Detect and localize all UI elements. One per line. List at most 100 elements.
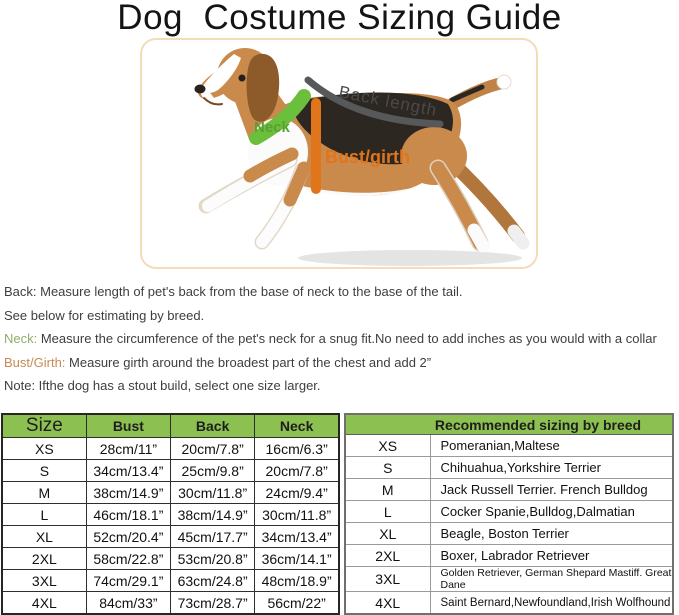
- size-cell: 4XL: [344, 591, 431, 615]
- back-cell: 30cm/11.8”: [169, 481, 256, 504]
- bust-cell: 84cm/33”: [85, 591, 172, 615]
- neck-cell: 20cm/7.8”: [254, 459, 340, 482]
- breed-row-xl: XL Beagle, Boston Terrier: [344, 522, 674, 545]
- size-cell: XS: [344, 434, 431, 457]
- bust-girth-band: [311, 98, 321, 194]
- dog-face-blaze: [200, 54, 241, 93]
- size-cell: 3XL: [1, 569, 87, 592]
- neck-cell: 56cm/22”: [254, 591, 340, 615]
- size-cell: XL: [1, 525, 87, 548]
- column-header-size: Size: [1, 413, 87, 438]
- breeds-cell: Saint Bernard,Newfoundland,Irish Wolfhou…: [429, 591, 674, 615]
- instruction-neck: Neck: Measure the circumference of the p…: [4, 327, 676, 351]
- back-length-line: [304, 76, 444, 128]
- instruction-bust: Bust/Girth: Measure girth around the bro…: [4, 351, 676, 375]
- column-header-back: Back: [169, 413, 256, 438]
- size-cell: S: [1, 459, 87, 482]
- bust-cell: 58cm/22.8”: [85, 547, 172, 570]
- bust-cell: 34cm/13.4”: [85, 459, 172, 482]
- dog-eye: [238, 74, 246, 82]
- size-cell: M: [344, 478, 431, 501]
- dog-jaw: [200, 91, 218, 106]
- breeds-cell: Golden Retriever, German Shepard Mastiff…: [429, 566, 674, 592]
- table-row-xl: XL 52cm/20.4” 45cm/17.7” 34cm/13.4”: [1, 525, 340, 548]
- back-cell: 25cm/9.8”: [169, 459, 256, 482]
- table-row-2xl: 2XL 58cm/22.8” 53cm/20.8” 36cm/14.1”: [1, 547, 340, 570]
- size-chart-header-row: Size Bust Back Neck: [1, 413, 340, 438]
- dog-thigh: [401, 127, 467, 185]
- size-cell: L: [1, 503, 87, 526]
- neck-cell: 36cm/14.1”: [254, 547, 340, 570]
- column-header-bust: Bust: [85, 413, 172, 438]
- instruction-bust-text: Measure girth around the broadest part o…: [65, 354, 432, 370]
- neck-cell: 48cm/18.9”: [254, 569, 340, 592]
- dog-ear: [246, 53, 280, 122]
- dog-near-rear-foot: [467, 223, 490, 253]
- back-cell: 53cm/20.8”: [169, 547, 256, 570]
- back-cell: 20cm/7.8”: [169, 437, 256, 460]
- instruction-back-label: Back:: [4, 284, 37, 299]
- breed-recommendation-table: Recommended sizing by breed XS Pomerania…: [344, 413, 675, 615]
- instruction-bust-label: Bust/Girth:: [4, 354, 66, 370]
- bust-cell: 28cm/11”: [85, 437, 172, 460]
- instruction-see-below: See below for estimating by breed.: [4, 307, 205, 323]
- table-row-l: L 46cm/18.1” 38cm/14.9” 30cm/11.8”: [1, 503, 340, 526]
- breeds-cell: Jack Russell Terrier. French Bulldog: [429, 478, 674, 501]
- instruction-neck-text: Measure the circumference of the pet's n…: [37, 331, 657, 346]
- size-cell: XS: [1, 437, 87, 460]
- bust-cell: 52cm/20.4”: [85, 525, 172, 548]
- breed-row-xs: XS Pomeranian,Maltese: [344, 434, 674, 457]
- column-header-neck: Neck: [254, 413, 340, 438]
- bust-cell: 38cm/14.9”: [85, 481, 172, 504]
- neck-collar-band: [249, 89, 311, 145]
- dog-illustration: Back length Neck Bust/girth: [194, 48, 530, 266]
- breed-row-2xl: 2XL Boxer, Labrador Retriever: [344, 544, 674, 567]
- breed-row-m: M Jack Russell Terrier. French Bulldog: [344, 478, 674, 501]
- bust-girth-label: Bust/girth: [325, 147, 410, 167]
- bust-cell: 46cm/18.1”: [85, 503, 172, 526]
- size-cell: 2XL: [344, 544, 431, 567]
- dog-front-leg-a-upper: [243, 147, 299, 183]
- dog-mouth: [203, 97, 223, 106]
- neck-cell: 30cm/11.8”: [254, 503, 340, 526]
- breed-row-l: L Cocker Spanie,Bulldog,Dalmatian: [344, 500, 674, 523]
- size-cell: M: [1, 481, 87, 504]
- size-chart-table: Size Bust Back Neck XS 28cm/11” 20cm/7.8…: [1, 413, 340, 615]
- neck-cell: 24cm/9.4”: [254, 481, 340, 504]
- instruction-back-text: Measure length of pet's back from the ba…: [36, 284, 463, 299]
- breed-row-s: S Chihuahua,Yorkshire Terrier: [344, 456, 674, 479]
- measuring-instructions: Back: Measure length of pet's back from …: [4, 280, 676, 398]
- breeds-cell: Chihuahua,Yorkshire Terrier: [429, 456, 674, 479]
- back-cell: 63cm/24.8”: [169, 569, 256, 592]
- dog-far-rear-foot: [507, 224, 530, 250]
- breeds-cell: Boxer, Labrador Retriever: [429, 544, 674, 567]
- dog-nose: [194, 84, 206, 94]
- table-row-m: M 38cm/14.9” 30cm/11.8” 24cm/9.4”: [1, 481, 340, 504]
- breed-row-3xl: 3XL Golden Retriever, German Shepard Mas…: [344, 566, 674, 592]
- page-title: Dog Costume Sizing Guide: [117, 0, 562, 37]
- instruction-back: Back: Measure length of pet's back from …: [4, 280, 676, 304]
- dog-tail-tip: [496, 74, 512, 90]
- neck-label: Neck: [254, 119, 291, 136]
- table-row-3xl: 3XL 74cm/29.1” 63cm/24.8” 48cm/18.9”: [1, 569, 340, 592]
- bust-cell: 74cm/29.1”: [85, 569, 172, 592]
- measurement-diagram: Back length Neck Bust/girth: [140, 38, 538, 269]
- breed-table-header-row: Recommended sizing by breed: [344, 413, 674, 435]
- dog-front-leg-b-upper: [283, 161, 311, 207]
- neck-cell: 34cm/13.4”: [254, 525, 340, 548]
- back-cell: 38cm/14.9”: [169, 503, 256, 526]
- back-cell: 73cm/28.7”: [169, 591, 256, 615]
- dog-shadow: [298, 250, 522, 266]
- breed-row-4xl: 4XL Saint Bernard,Newfoundland,Irish Wol…: [344, 591, 674, 615]
- dog-tail-marking: [449, 84, 485, 103]
- breeds-cell: Beagle, Boston Terrier: [429, 522, 674, 545]
- instruction-neck-label: Neck:: [4, 331, 38, 346]
- dog-belly: [288, 182, 426, 196]
- breeds-cell: Pomeranian,Maltese: [429, 434, 674, 457]
- table-row-4xl: 4XL 84cm/33” 73cm/28.7” 56cm/22”: [1, 591, 340, 615]
- size-cell: 3XL: [344, 566, 431, 592]
- table-row-xs: XS 28cm/11” 20cm/7.8” 16cm/6.3”: [1, 437, 340, 460]
- size-cell: S: [344, 456, 431, 479]
- table-row-s: S 34cm/13.4” 25cm/9.8” 20cm/7.8”: [1, 459, 340, 482]
